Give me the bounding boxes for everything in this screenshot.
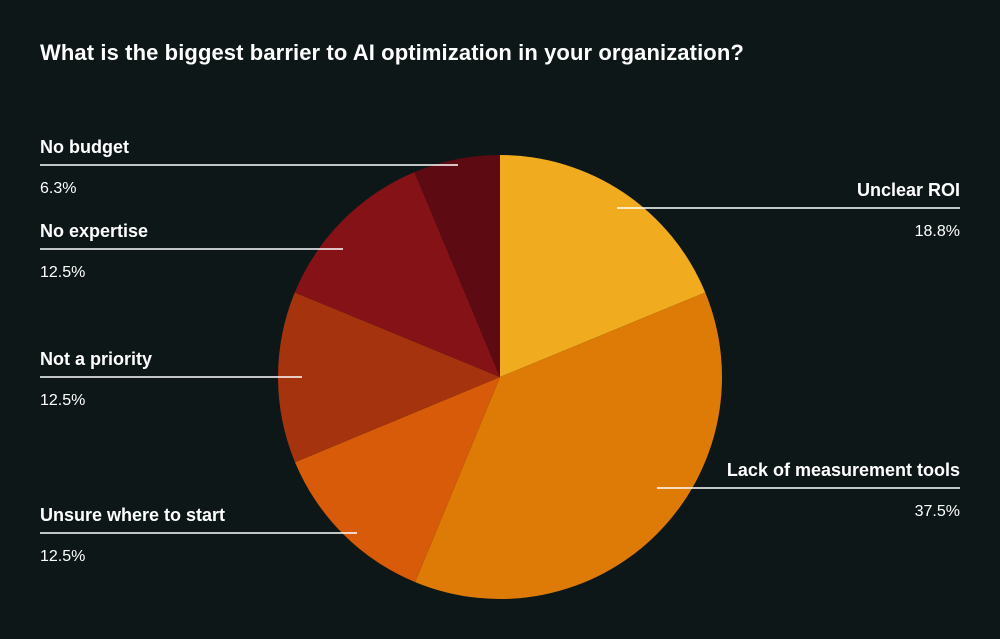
slice-label: Unclear ROI (857, 180, 960, 200)
slice-value-label: 6.3% (40, 180, 76, 197)
slice-value-label: 18.8% (915, 223, 960, 240)
pie-slice (294, 172, 500, 377)
pie-slice (414, 155, 500, 377)
slice-value-label: 12.5% (40, 548, 85, 565)
slice-value-label: 12.5% (40, 392, 85, 409)
slice-label: No budget (40, 137, 129, 157)
pie-slice (277, 292, 500, 463)
pie-slice (295, 377, 500, 583)
chart-title: What is the biggest barrier to AI optimi… (40, 40, 744, 65)
slices-layer (277, 155, 723, 599)
slice-value-label: 12.5% (40, 264, 85, 281)
labels-layer: Unclear ROI 18.8% Lack of measurement tool… (40, 137, 960, 565)
slice-label: Lack of measurement tools (727, 460, 960, 480)
pie-slice (415, 292, 723, 599)
slice-label: Unsure where to start (40, 505, 225, 525)
slice-value-label: 37.5% (915, 503, 960, 520)
slice-label: No expertise (40, 221, 148, 241)
pie-slice (500, 155, 706, 377)
slice-label: Not a priority (40, 349, 152, 369)
